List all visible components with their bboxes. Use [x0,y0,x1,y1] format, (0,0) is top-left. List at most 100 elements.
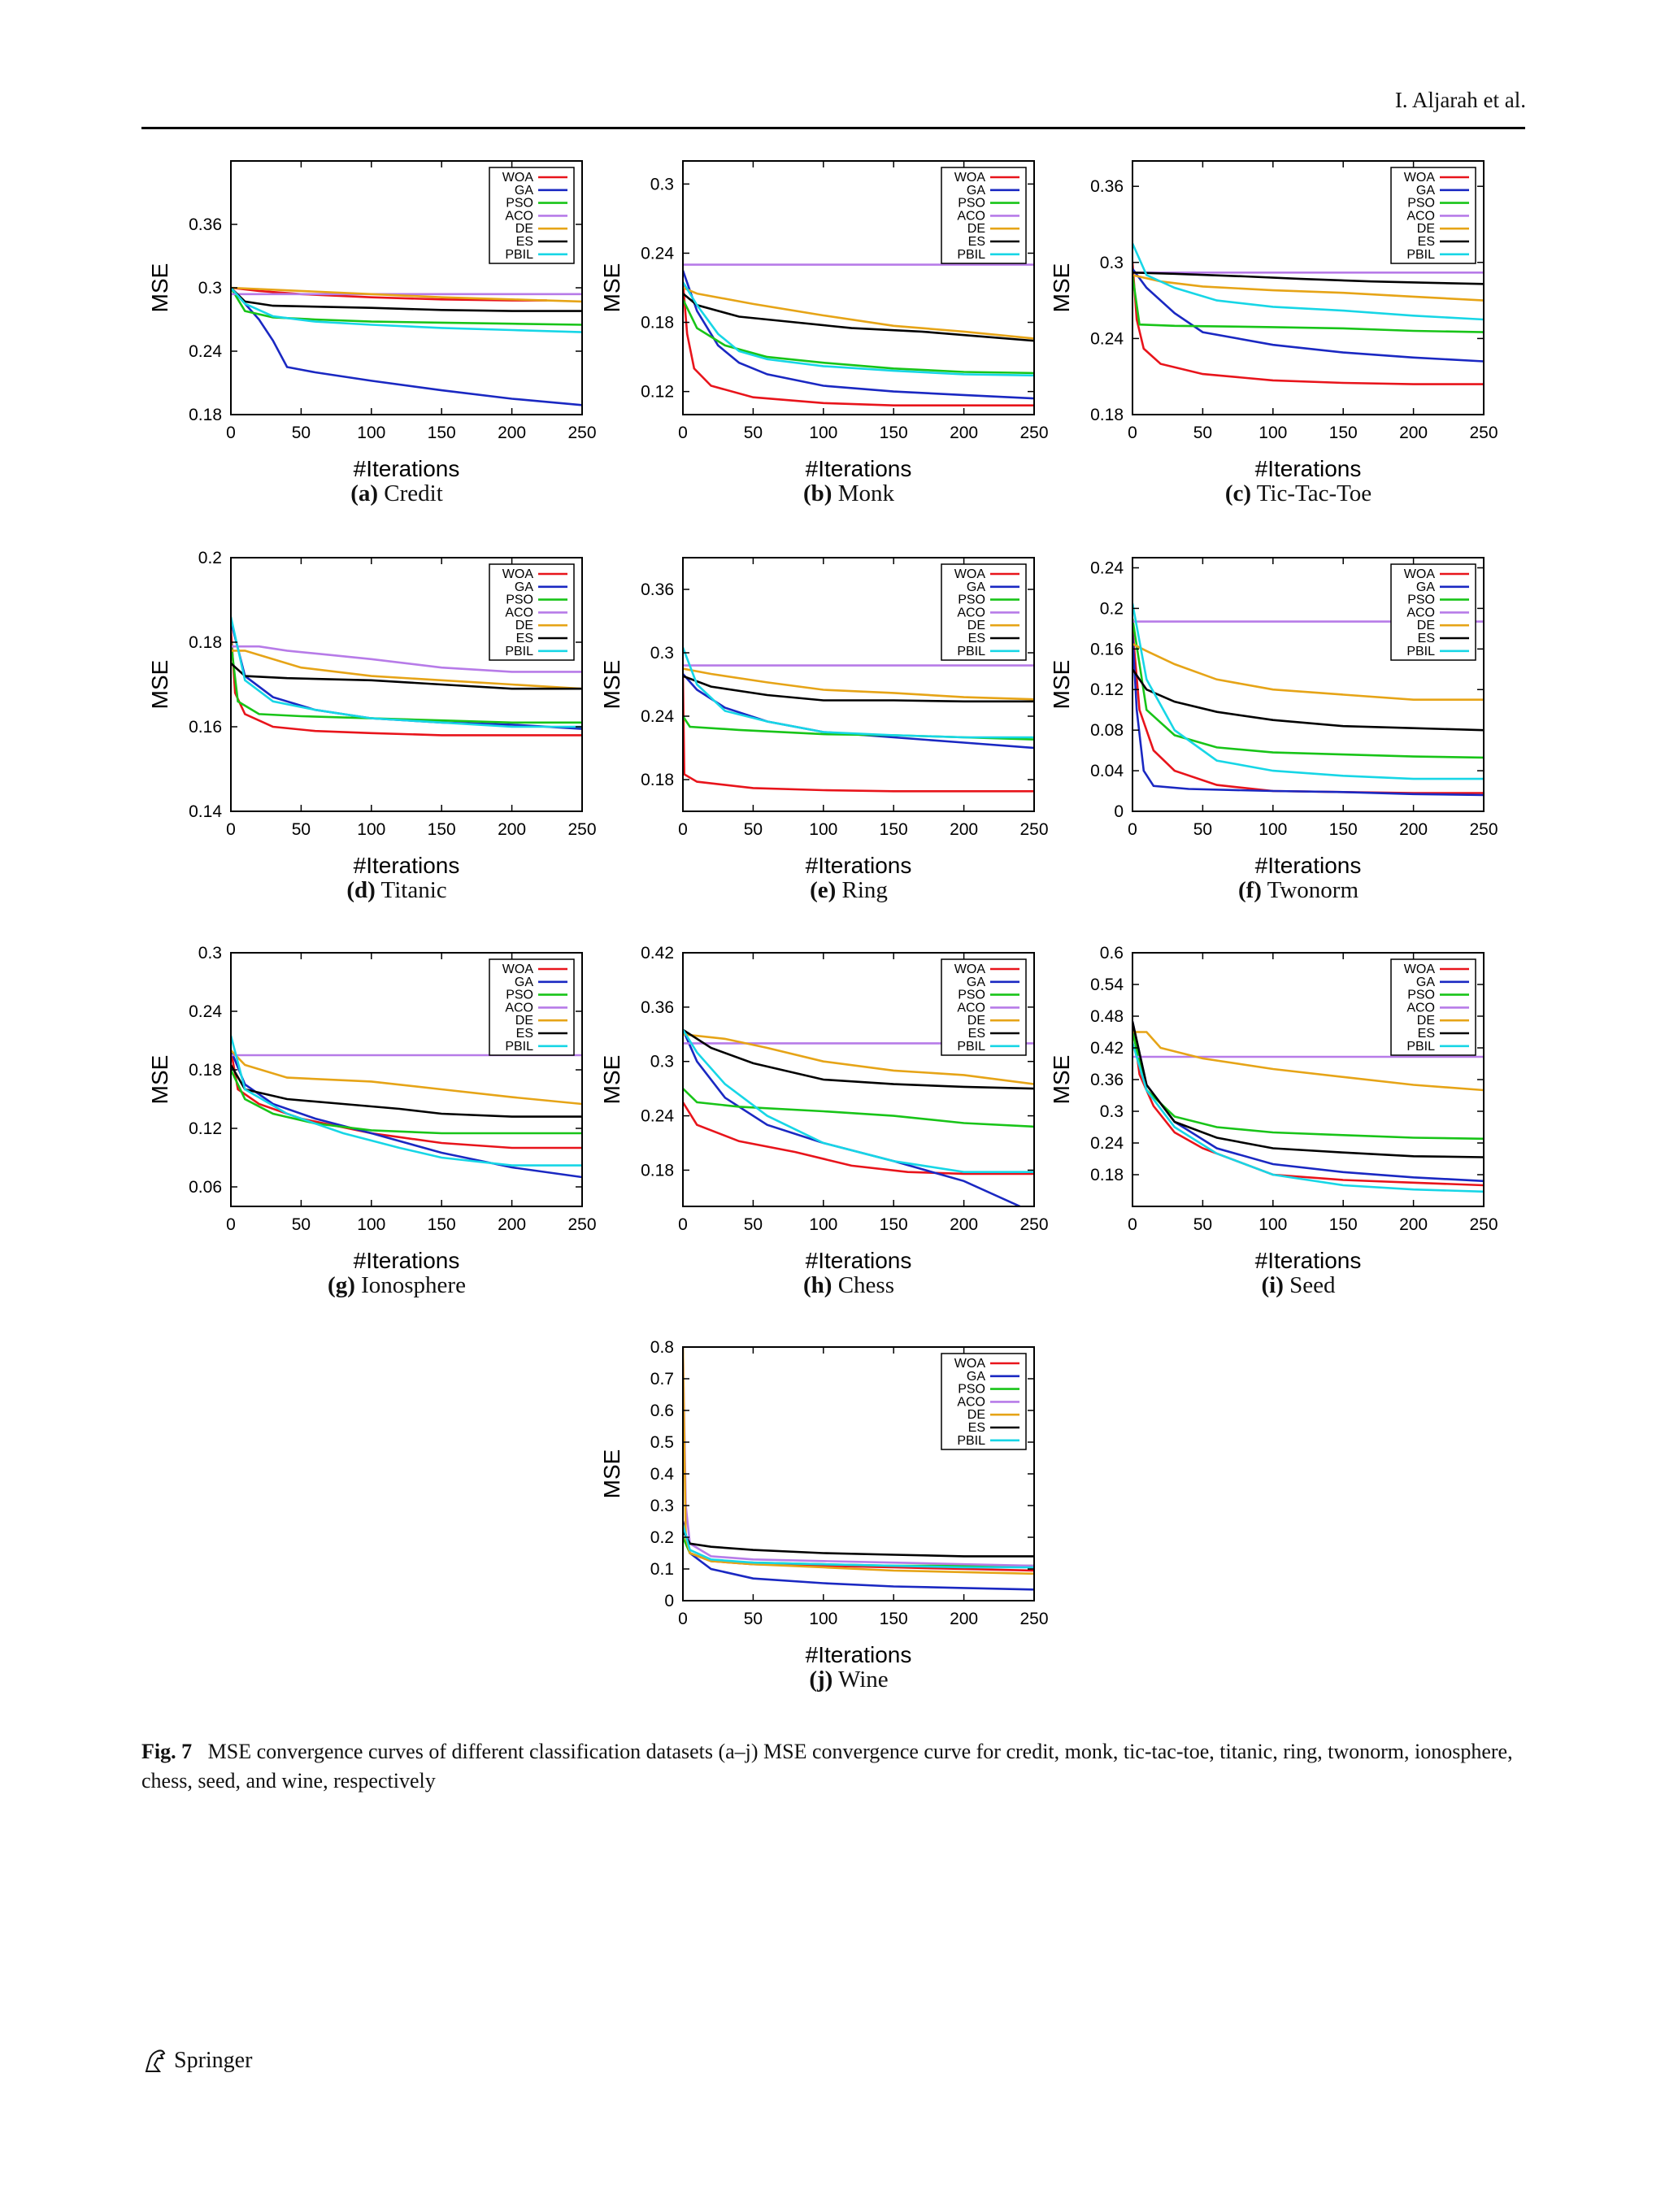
x-axis-label: #Iterations [806,1248,912,1273]
y-tick-label: 0.06 [189,1178,222,1197]
x-tick-label: 50 [744,1610,763,1628]
legend-entry-es: ES [1418,1027,1435,1041]
plot-frame [682,160,1035,415]
y-tick-label: 0.7 [650,1370,674,1388]
sub-caption-label: (g) [328,1272,355,1298]
x-tick-label: 250 [1019,820,1048,839]
series-line-ga [1132,267,1484,363]
chart-e: 0 50 100 150 200 250 0.18 0.24 0.3 0.36 #Iteration… [599,557,1049,878]
y-tick-label: 0.3 [198,279,222,298]
sub-caption-label: (d) [346,877,376,903]
y-axis-label: MSE [1049,263,1074,313]
x-tick-label: 50 [1193,1215,1212,1234]
series-line-es [683,1028,1034,1090]
y-tick-label: 0.3 [650,644,674,663]
y-tick-label: 0.36 [641,580,674,599]
series-line-pso [1132,1032,1484,1141]
y-tick-label: 0.12 [189,1119,222,1138]
series-line-woa [683,1102,1034,1176]
springer-horse-icon [145,2049,166,2072]
sub-caption-c: (c) Tic-Tac-Toe [1225,480,1372,507]
legend-entry-woa: WOA [1404,567,1436,581]
x-tick-label: 150 [1329,1215,1358,1234]
series-line-es [1132,668,1484,732]
y-tick-label: 0.6 [650,1402,674,1420]
x-tick-label: 250 [567,1215,596,1234]
series-line-pbil [683,1029,1034,1173]
y-axis-label: MSE [599,1449,624,1499]
y-tick-label: 0.42 [1090,1039,1124,1058]
x-tick-label: 200 [950,424,978,442]
legend-entry-aco: ACO [957,1001,985,1015]
y-axis-label: MSE [147,660,172,710]
x-tick-label: 0 [678,820,688,839]
y-tick-label: 0.2 [1100,599,1124,618]
x-tick-label: 200 [950,1215,978,1234]
sub-caption-f: (f) Twonorm [1238,877,1359,904]
y-tick-label: 0.18 [189,1061,222,1080]
x-tick-label: 100 [809,1215,837,1234]
y-tick-label: 0.18 [189,406,222,424]
y-tick-label: 0.5 [650,1433,674,1452]
x-tick-label: 150 [880,1215,908,1234]
y-axis-label: MSE [147,1055,172,1105]
x-tick-label: 50 [292,820,311,839]
x-tick-label: 150 [880,424,908,442]
x-tick-label: 250 [1019,1610,1048,1628]
y-tick-label: 0.04 [1090,762,1124,780]
legend-entry-ga: GA [967,976,985,989]
series-line-ga [683,1521,1034,1591]
series-line-pso [683,1088,1034,1128]
y-tick-label: 0.24 [1090,1134,1124,1153]
legend-entry-es: ES [968,1421,985,1435]
sub-caption-title: Wine [838,1667,889,1693]
sub-caption-title: Tic-Tac-Toe [1256,480,1372,506]
series-line-ga [683,1029,1021,1206]
figure-caption-text: MSE convergence curves of different clas… [141,1740,1513,1793]
y-tick-label: 0.24 [189,1002,222,1021]
x-tick-label: 100 [357,820,385,839]
x-tick-label: 150 [1329,820,1358,839]
y-tick-label: 0.1 [650,1560,674,1579]
sub-caption-title: Ring [841,877,888,903]
series-line-pbil [231,287,582,333]
legend-entry-de: DE [1417,222,1435,236]
series-line-pbil [683,1524,1034,1569]
legend-entry-aco: ACO [957,209,985,223]
legend-entry-es: ES [968,235,985,249]
chart-d: 0 50 100 150 200 250 0.14 0.16 0.18 0.2 #Iteration… [147,549,597,878]
legend-entry-pso: PSO [958,197,985,211]
y-tick-label: 0.18 [1090,1166,1124,1184]
series-line-es [231,287,582,312]
legend-entry-aco: ACO [505,606,533,619]
running-head: I. Aljarah et al. [1394,88,1526,112]
x-tick-label: 150 [428,820,456,839]
x-tick-label: 200 [1399,820,1428,839]
legend-entry-pso: PSO [1407,197,1435,211]
y-tick-label: 0.12 [1090,680,1124,699]
y-tick-label: 0.3 [650,175,674,193]
sub-caption-title: Credit [384,480,443,506]
x-tick-label: 0 [678,1610,688,1628]
y-tick-label: 0.42 [641,944,674,963]
x-tick-label: 50 [1193,424,1212,442]
legend-entry-woa: WOA [502,567,534,581]
y-tick-label: 0.18 [1090,406,1124,424]
series-line-pso [231,1069,582,1135]
y-tick-label: 0.24 [1090,329,1124,348]
x-tick-label: 250 [1019,1215,1048,1234]
plot-frame [1132,557,1485,812]
y-axis-label: MSE [599,263,624,313]
series-line-es [231,1064,582,1118]
x-tick-label: 250 [1469,1215,1498,1234]
sub-caption-label: (j) [809,1667,833,1693]
x-axis-label: #Iterations [354,853,460,878]
y-tick-label: 0.36 [1090,177,1124,196]
legend-entry-es: ES [516,1027,533,1041]
y-tick-label: 0.18 [641,771,674,789]
y-tick-label: 0.2 [198,549,222,567]
series-line-de [1132,642,1484,701]
